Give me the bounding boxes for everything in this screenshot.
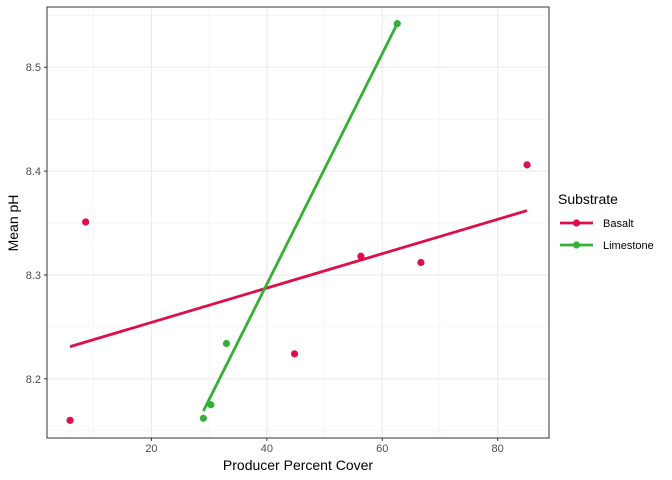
point-basalt	[417, 258, 425, 267]
point-basalt	[357, 252, 365, 260]
y-tick-label: 8.4	[26, 166, 41, 178]
y-tick-label: 8.5	[26, 62, 41, 74]
point-limestone	[222, 339, 231, 348]
fit-line-limestone	[202, 22, 399, 412]
point-limestone	[199, 414, 207, 422]
x-axis-ticks: 20 40 60 80	[145, 438, 504, 455]
x-tick-label: 20	[145, 443, 157, 455]
y-axis-ticks: 8.2 8.3 8.4 8.5	[26, 62, 47, 386]
point-basalt	[82, 218, 90, 226]
x-axis-title: Producer Percent Cover	[223, 457, 374, 473]
legend-label-limestone: Limestone	[603, 240, 654, 252]
legend: Substrate Basalt Limestone	[558, 191, 654, 252]
point-limestone	[393, 20, 401, 28]
point-basalt	[290, 350, 299, 358]
x-tick-label: 60	[376, 443, 388, 455]
legend-key-point-basalt	[572, 219, 581, 227]
panel-border	[46, 6, 550, 439]
point-basalt	[523, 161, 531, 169]
legend-label-basalt: Basalt	[603, 218, 634, 230]
fit-line-basalt	[69, 209, 528, 348]
y-tick-label: 8.3	[26, 270, 41, 282]
legend-title: Substrate	[558, 191, 618, 207]
fit-lines	[69, 22, 528, 412]
grid-major	[47, 7, 549, 438]
point-limestone	[207, 401, 215, 409]
x-tick-label: 80	[492, 443, 504, 455]
y-axis-title: Mean pH	[5, 195, 21, 252]
x-tick-label: 40	[261, 443, 273, 455]
y-tick-label: 8.2	[26, 374, 41, 386]
data-points	[66, 20, 531, 424]
legend-key-point-limestone	[572, 241, 581, 249]
grid-minor	[47, 7, 549, 438]
point-basalt	[66, 416, 74, 424]
